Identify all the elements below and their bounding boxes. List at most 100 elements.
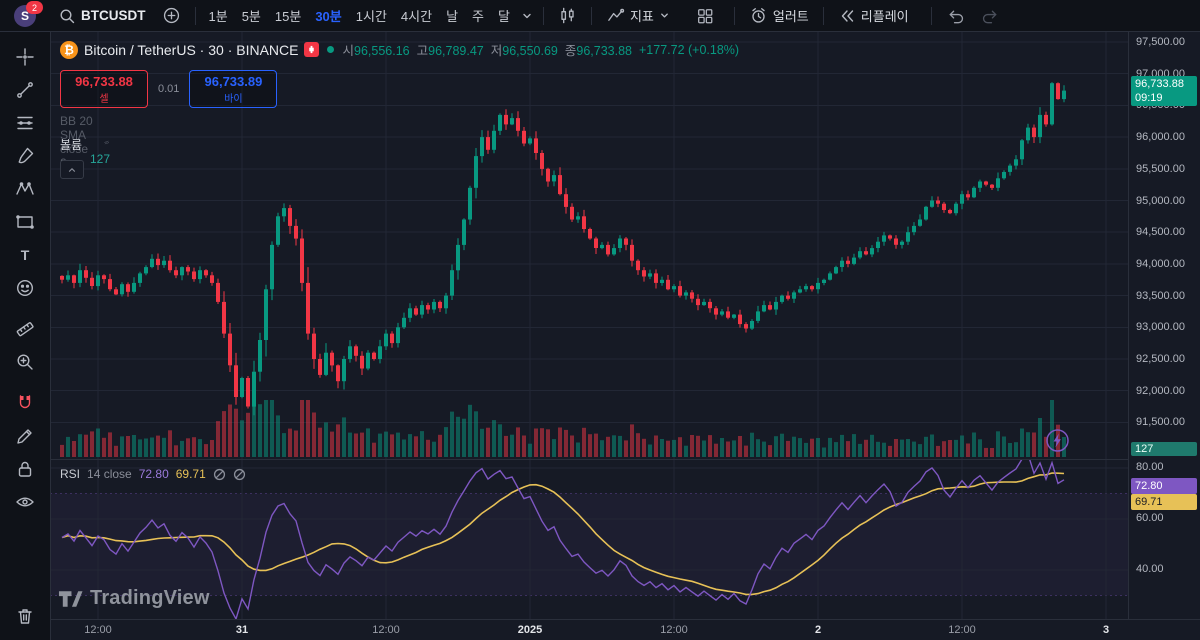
undo-icon xyxy=(949,10,963,24)
candlestick-chart xyxy=(50,32,1128,459)
fib-retracement-tool-icon[interactable] xyxy=(6,106,44,139)
pattern-tool-icon[interactable] xyxy=(6,172,44,205)
brush-tool-icon[interactable] xyxy=(6,139,44,172)
price-axis-label: 95,000.00 xyxy=(1136,194,1185,207)
interval-5분[interactable]: 5분 xyxy=(241,9,261,24)
symbol-search-button[interactable]: BTCUSDT xyxy=(50,3,154,29)
compare-add-button[interactable] xyxy=(154,3,189,29)
edit-tool-icon[interactable] xyxy=(6,419,44,452)
chevron-up-icon xyxy=(68,167,76,172)
lock-tool-icon[interactable] xyxy=(6,452,44,485)
interval-주[interactable]: 주 xyxy=(472,9,484,24)
interval-4시간[interactable]: 4시간 xyxy=(400,9,433,24)
price-axis-label: 97,500.00 xyxy=(1136,36,1185,48)
tradingview-logo-text: TradingView xyxy=(90,587,210,609)
sell-button[interactable]: 96,733.88 셀 xyxy=(60,70,148,108)
bb-indicator-legend[interactable]: BB 20 SMA close 2 xyxy=(60,114,109,170)
interval-30분[interactable]: 30분 xyxy=(315,9,342,24)
layout-button[interactable] xyxy=(688,3,722,29)
replay-button[interactable]: 리플레이 xyxy=(830,3,917,29)
broker-badge-icon xyxy=(304,42,320,57)
hide-indicator-icon[interactable] xyxy=(213,468,226,481)
spread-value: 0.01 xyxy=(158,83,180,95)
change-value: +177.72 (+0.18%) xyxy=(638,42,740,57)
indicators-button[interactable]: 지표 xyxy=(598,3,678,29)
bitcoin-icon: ₿ xyxy=(60,40,78,59)
interval-1시간[interactable]: 1시간 xyxy=(355,9,387,24)
rsi-axis-label: 40.00 xyxy=(1136,563,1164,575)
time-axis[interactable]: 12:00 31 12:00 2025 12:00 2 12:00 3 xyxy=(50,619,1200,640)
time-axis-label: 31 xyxy=(235,624,249,636)
price-axis[interactable]: 97,500.0097,000.0096,500.0096,000.0095,5… xyxy=(1128,32,1200,620)
measure-tool-icon[interactable] xyxy=(6,312,44,345)
symbol-header[interactable]: ₿ Bitcoin / TetherUS · 30 · BINANCE 시96,… xyxy=(60,40,739,59)
trade-panel: 96,733.88 셀 0.01 96,733.89 바이 xyxy=(60,70,278,108)
chart-area: ₿ Bitcoin / TetherUS · 30 · BINANCE 시96,… xyxy=(50,32,1200,640)
interval-달[interactable]: 달 xyxy=(498,9,510,24)
svg-text:T: T xyxy=(21,247,30,263)
price-axis-label: 96,000.00 xyxy=(1136,131,1185,144)
magnet-tool-icon[interactable] xyxy=(6,386,44,419)
trend-line-tool-icon[interactable] xyxy=(6,73,44,106)
eye-off-icon[interactable] xyxy=(103,135,109,150)
divider xyxy=(930,6,932,25)
rsi-axis-label: 60.00 xyxy=(1136,512,1164,524)
rsi-pane[interactable]: RSI 14 close 72.80 69.71 TradingView xyxy=(50,452,1128,622)
hide-drawings-icon[interactable] xyxy=(6,485,44,518)
sell-price: 96,733.88 xyxy=(75,74,133,89)
undo-button[interactable] xyxy=(938,3,973,29)
layout-grid-icon xyxy=(696,7,714,25)
crosshair-tool-icon[interactable] xyxy=(6,40,44,73)
time-axis-label: 2 xyxy=(814,624,822,636)
rsi-legend-value: 72.80 xyxy=(138,467,169,481)
zoom-in-tool-icon[interactable] xyxy=(6,345,44,378)
chevron-down-icon[interactable] xyxy=(517,10,537,22)
rsi-value-badge: 72.80 xyxy=(1131,478,1197,495)
emoji-tool-icon[interactable] xyxy=(6,271,44,304)
rsi-legend-title: RSI xyxy=(60,467,81,481)
top-toolbar: S 2 BTCUSDT 1분 5분 15분 30분 1시간 4시간 날 주 달 지표 xyxy=(0,0,1200,32)
rsi-ma-legend-value: 69.71 xyxy=(175,467,206,481)
replay-label: 리플레이 xyxy=(860,9,909,24)
rsi-chart xyxy=(50,452,1128,621)
price-pane[interactable] xyxy=(50,32,1128,459)
buy-label: 바이 xyxy=(224,94,243,105)
divider xyxy=(822,6,824,25)
interval-1분[interactable]: 1분 xyxy=(208,9,228,24)
price-axis-label: 94,000.00 xyxy=(1136,257,1185,270)
alarm-clock-icon xyxy=(749,6,768,25)
flash-order-button[interactable] xyxy=(1045,428,1070,453)
indicators-label: 지표 xyxy=(629,9,654,24)
rsi-indicator-legend[interactable]: RSI 14 close 72.80 69.71 xyxy=(60,467,246,481)
chart-style-button[interactable] xyxy=(550,3,585,29)
time-axis-label: 12:00 xyxy=(948,624,976,636)
shapes-tool-icon[interactable] xyxy=(6,205,44,238)
price-axis-label: 93,500.00 xyxy=(1136,289,1185,302)
drawing-toolbar: T xyxy=(0,32,51,640)
last-price-badge: 96,733.88 09:19 xyxy=(1131,75,1197,106)
interval-날[interactable]: 날 xyxy=(446,9,459,24)
alert-button[interactable]: 얼러트 xyxy=(741,3,817,29)
time-axis-label: 12:00 xyxy=(660,624,688,636)
buy-price: 96,733.89 xyxy=(204,74,263,89)
symbol-name: BTCUSDT xyxy=(81,8,146,23)
hide-indicator-icon[interactable] xyxy=(233,468,246,481)
plus-circle-icon xyxy=(162,6,181,25)
tradingview-logo: TradingView xyxy=(58,587,210,610)
user-avatar[interactable]: S 2 xyxy=(0,0,50,31)
price-axis-label: 91,500.00 xyxy=(1136,416,1185,429)
lightning-icon xyxy=(1046,429,1069,452)
volume-legend-value: 127 xyxy=(90,151,111,166)
redo-button[interactable] xyxy=(973,3,1008,29)
notification-badge: 2 xyxy=(26,1,43,14)
buy-button[interactable]: 96,733.89 바이 xyxy=(189,70,278,108)
remove-drawings-icon[interactable] xyxy=(6,599,44,632)
time-axis-label: 2025 xyxy=(517,624,543,636)
interval-15분[interactable]: 15분 xyxy=(274,9,302,24)
redo-icon xyxy=(982,10,997,24)
text-tool-icon[interactable]: T xyxy=(6,238,44,271)
price-axis-label: 93,000.00 xyxy=(1136,321,1185,334)
collapse-legend-button[interactable] xyxy=(60,160,84,179)
indicators-icon xyxy=(606,6,625,25)
divider xyxy=(590,6,592,25)
